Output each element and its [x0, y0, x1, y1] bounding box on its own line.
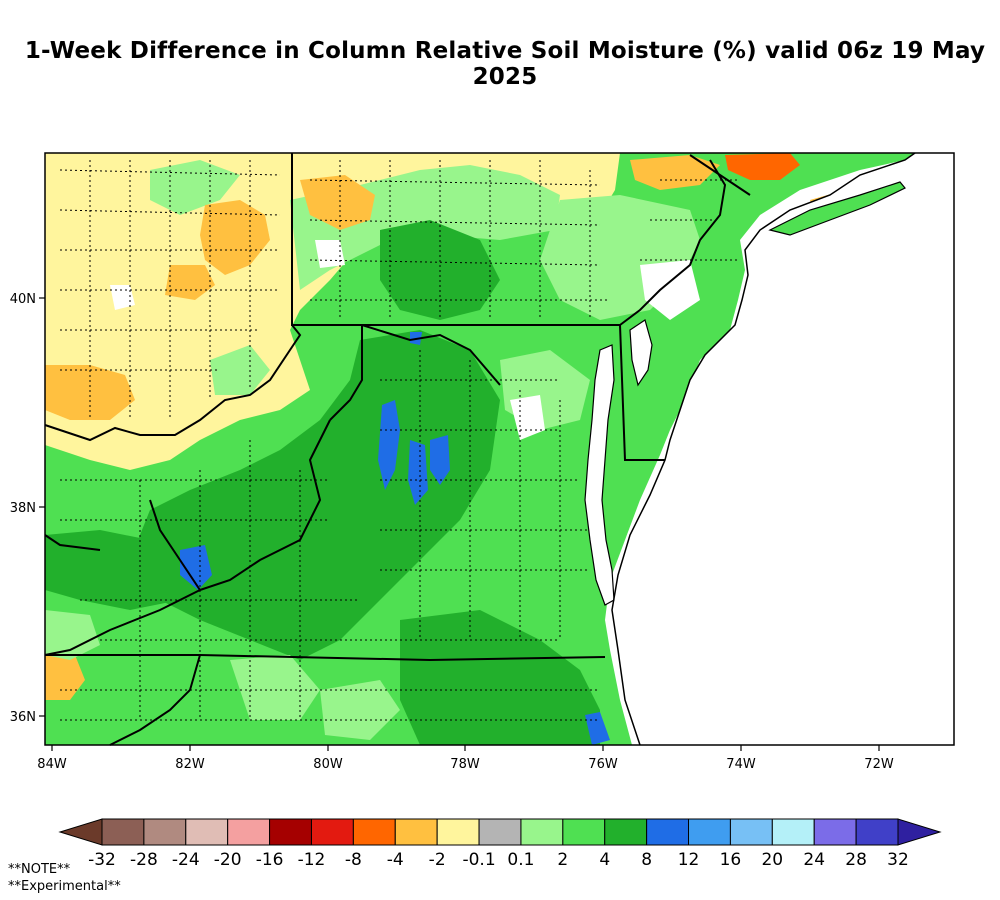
- colorbar-tick-label: -12: [297, 850, 326, 870]
- colorbar-tick-label: 2: [557, 850, 569, 870]
- light-green-south-2: [320, 680, 400, 740]
- colorbar-swatch: [855, 818, 899, 846]
- map-title: 1-Week Difference in Column Relative Soi…: [24, 38, 986, 90]
- lon-label-84w: 84W: [37, 757, 67, 772]
- colorbar-tick-label: -8: [344, 850, 362, 870]
- white-patch-2: [315, 240, 345, 268]
- map-frame-border: [44, 152, 955, 746]
- colorbar-swatch: [352, 818, 396, 846]
- lon-label-76w: 76W: [588, 757, 618, 772]
- note-label: **NOTE**: [8, 862, 71, 877]
- light-green-patch-2: [150, 160, 240, 215]
- colorbar-tick-label: 8: [641, 850, 653, 870]
- atlantic-ocean: [612, 153, 954, 745]
- white-patch-4: [510, 395, 545, 440]
- colorbar-swatch: [269, 818, 312, 846]
- colorbar-swatch: [604, 818, 648, 846]
- colorbar-swatch: [227, 818, 271, 846]
- colorbar-swatch: [646, 818, 690, 846]
- orange-patch-4: [300, 175, 375, 230]
- wet-region-southwest: [45, 530, 190, 610]
- colorbar-tick-label: 24: [803, 850, 826, 870]
- colorbar-tick-label: -0.1: [462, 850, 496, 870]
- blue-patch-1: [378, 400, 400, 490]
- coastline: [611, 152, 916, 746]
- light-green-south-3: [45, 610, 100, 660]
- blue-patch-2: [408, 440, 428, 505]
- state-boundaries: [44, 153, 751, 746]
- colorbar-tick-label: -20: [213, 850, 242, 870]
- colorbar-tick-label: 28: [845, 850, 867, 870]
- colorbar-swatch: [143, 818, 187, 846]
- colorbar-swatch: [688, 818, 731, 846]
- colorbar: [58, 818, 942, 846]
- colorbar-tick-label: -28: [130, 850, 158, 870]
- colorbar-tick-label: -32: [88, 850, 116, 870]
- white-patch-1: [110, 285, 135, 310]
- lat-label-40n: 40N: [10, 292, 36, 307]
- colorbar-tick-label: -4: [386, 850, 404, 870]
- delaware-bay: [629, 319, 653, 387]
- dry-region-northwest: [45, 153, 620, 470]
- lat-label-36n: 36N: [10, 710, 36, 725]
- colorbar-swatch: [520, 818, 564, 846]
- blue-patch-3: [430, 435, 450, 485]
- lon-label-74w: 74W: [726, 757, 756, 772]
- colorbar-tick-label: 16: [719, 850, 742, 870]
- orange-patch-5: [630, 155, 720, 190]
- colorbar-swatch: [436, 818, 480, 846]
- colorbar-tick-label: 20: [761, 850, 784, 870]
- orange-patch-3: [45, 365, 135, 420]
- colorbar-swatch: [771, 818, 815, 846]
- colorbar-swatch: [185, 818, 229, 846]
- colorbar-tick-label: -2: [428, 850, 446, 870]
- colorbar-swatch: [394, 818, 438, 846]
- orange-patch-2: [165, 265, 215, 300]
- colorbar-swatch: [562, 818, 606, 846]
- colorbar-tick-label: -16: [255, 850, 284, 870]
- orange-patch-7: [45, 650, 85, 700]
- colorbar-swatch: [101, 818, 145, 846]
- blue-patch-4: [180, 545, 212, 590]
- colorbar-swatch: [729, 818, 773, 846]
- colorbar-right-arrow: [897, 818, 942, 846]
- long-island: [768, 181, 906, 236]
- colorbar-tick-label: 12: [677, 850, 700, 870]
- light-green-south-1: [230, 655, 320, 720]
- experimental-label: **Experimental**: [8, 879, 121, 894]
- colorbar-swatch: [478, 818, 522, 846]
- lon-label-78w: 78W: [450, 757, 480, 772]
- lat-label-38n: 38N: [10, 501, 36, 516]
- lon-label-80w: 80W: [313, 757, 343, 772]
- colorbar-swatch: [813, 818, 857, 846]
- light-green-patch-3: [210, 345, 270, 395]
- wet-region-south: [400, 610, 600, 745]
- wet-region-appalachia: [130, 330, 500, 660]
- colorbar-tick-label: 0.1: [507, 850, 535, 870]
- longitude-ticks: [51, 745, 880, 751]
- colorbar-swatch: [310, 818, 354, 846]
- red-patch-northeast: [725, 153, 800, 180]
- white-patch-3: [640, 260, 700, 320]
- colorbar-tick-label: -24: [171, 850, 200, 870]
- lon-label-72w: 72W: [864, 757, 894, 772]
- county-lines: [59, 160, 740, 721]
- colorbar-tick-label: 32: [887, 850, 909, 870]
- colorbar-tick-label: 4: [599, 850, 611, 870]
- lon-label-82w: 82W: [175, 757, 205, 772]
- orange-patch-1: [200, 200, 270, 275]
- colorbar-left-arrow: [58, 818, 103, 846]
- latitude-ticks: [39, 297, 45, 717]
